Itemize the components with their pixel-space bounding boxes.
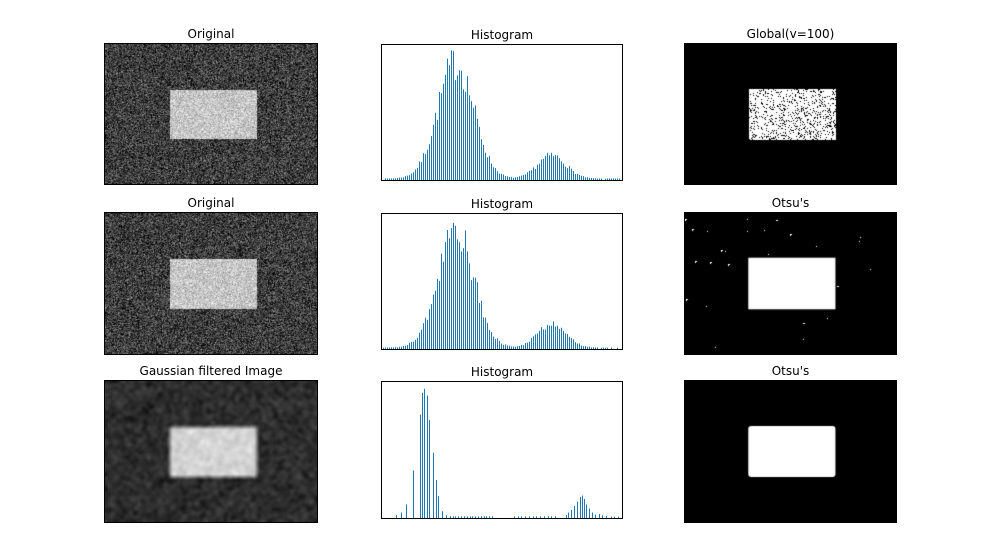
- panel-row2-original-title: Original: [187, 196, 235, 210]
- row3-gaussian-filtered-image: [105, 381, 317, 522]
- panel-row3-gaussian-filtered-title: Gaussian filtered Image: [139, 364, 283, 378]
- panel-row3-histogram: Histogram: [381, 365, 623, 519]
- panel-row2-histogram-title: Histogram: [470, 197, 534, 211]
- panel-row1-global-threshold-title: Global(v=100): [746, 27, 835, 41]
- panel-row2-otsu-title: Otsu's: [771, 196, 810, 210]
- panel-row3-otsu: Otsu's: [684, 364, 897, 523]
- panel-row2-otsu: Otsu's: [684, 196, 897, 355]
- panel-row1-original: Original: [104, 27, 318, 185]
- panel-row3-gaussian-filtered: Gaussian filtered Image: [104, 364, 318, 523]
- panel-row3-otsu-title: Otsu's: [771, 364, 810, 378]
- row1-histogram-chart: [385, 50, 620, 180]
- panel-row1-global-threshold: Global(v=100): [684, 27, 897, 185]
- row3-otsu-threshold-image: [685, 381, 896, 522]
- row1-original-noisy-image: [105, 44, 317, 184]
- panel-row1-histogram: Histogram: [381, 28, 623, 181]
- panel-row3-histogram-title: Histogram: [470, 365, 534, 379]
- row2-otsu-threshold-image: [685, 213, 896, 354]
- row2-histogram-chart: [383, 222, 618, 349]
- panel-row2-histogram: Histogram: [381, 197, 623, 350]
- panel-row2-original: Original: [104, 196, 318, 355]
- row1-global-threshold-image: [685, 44, 896, 184]
- row2-original-noisy-image: [105, 213, 317, 354]
- panel-row1-histogram-title: Histogram: [470, 28, 534, 42]
- row3-histogram-chart: [396, 388, 619, 518]
- panel-row1-original-title: Original: [187, 27, 235, 41]
